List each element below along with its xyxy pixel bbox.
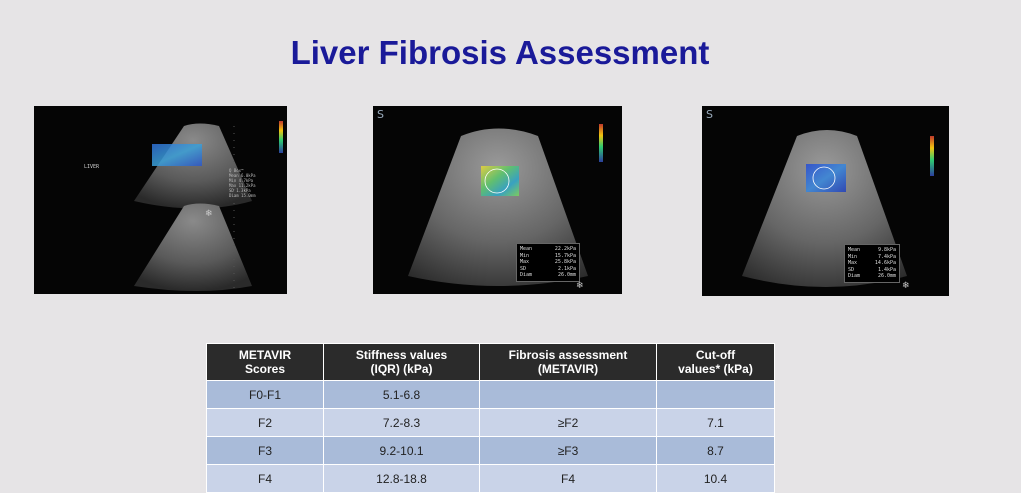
ultrasound-image-left: LIVER Q Box™ Mean 6.0kPa Min 4.7kPa Max … — [34, 106, 287, 294]
page-title: Liver Fibrosis Assessment — [290, 34, 710, 71]
measurement-row: Diam 26.0mm — [848, 273, 896, 280]
measurement-row: Mean 9.8kPa — [848, 247, 896, 254]
measurement-row: Max 25.8kPa — [520, 259, 576, 266]
organ-label: LIVER — [84, 164, 100, 170]
measurement-value: 1.4kPa — [877, 266, 896, 273]
qbox-line: Max 11.2kPa — [229, 183, 256, 188]
measurement-value: 14.6kPa — [874, 260, 896, 266]
measurement-row: Max 14.6kPa — [848, 260, 896, 267]
header-line: Stiffness values — [355, 348, 448, 362]
freeze-icon: ❄ — [576, 281, 584, 291]
measurement-label: Max — [848, 260, 858, 266]
header-stiffness-values: Stiffness values (IQR) (kPa) — [323, 343, 480, 381]
measurement-label: Min — [520, 252, 530, 259]
table-cell: 7.1 — [656, 408, 775, 437]
qbox-line: Q Box™ — [229, 168, 244, 173]
measurement-value: 26.0mm — [877, 273, 896, 279]
measurement-row: Diam 26.0mm — [520, 272, 576, 279]
ultrasound-scan-graphic — [134, 121, 283, 291]
measurement-value: 2.1kPa — [557, 265, 576, 272]
table-cell: 10.4 — [656, 464, 775, 493]
header-line: Scores — [244, 362, 286, 376]
table-cell — [479, 380, 657, 409]
table-cell: ≥F3 — [479, 436, 657, 465]
table-cell: F3 — [206, 436, 324, 465]
measurement-value: 15.7kPa — [554, 252, 576, 259]
logo-icon: S — [706, 108, 713, 121]
table-cell: 12.8-18.8 — [323, 464, 480, 493]
table-cell: F0-F1 — [206, 380, 324, 409]
table-header-row: METAVIR Scores Stiffness values (IQR) (kPa… — [206, 343, 775, 381]
header-cutoff-values: Cut-off values* (kPa) — [656, 343, 775, 381]
table-cell: F4 — [206, 464, 324, 493]
qbox-line: Diam 15.0mm — [229, 193, 256, 198]
measurement-row: SD 2.1kPa — [520, 266, 576, 273]
measurement-row: Min 15.7kPa — [520, 253, 576, 260]
measurement-label: Min — [848, 253, 858, 260]
table-cell: 7.2-8.3 — [323, 408, 480, 437]
ultrasound-image-right: S Mean 9.8kPa Min 7.4kPa Max 14.6kPa SD 1.4k… — [702, 106, 949, 296]
ultrasound-image-middle: S Mean 22.2kPa Min 15.7kPa Max 25.8kPa SD 2.… — [373, 106, 622, 294]
table-cell: F2 — [206, 408, 324, 437]
measurement-box: Mean 9.8kPa Min 7.4kPa Max 14.6kPa SD 1.4kPa… — [844, 244, 900, 283]
measurement-box: Mean 22.2kPa Min 15.7kPa Max 25.8kPa SD 2.1k… — [516, 243, 580, 282]
measurement-label: Diam — [520, 272, 533, 278]
measurement-value: 25.8kPa — [554, 259, 576, 265]
qbox-line: SD 1.3kPa — [229, 188, 251, 193]
qbox-readout: Q Box™ Mean 6.0kPa Min 4.7kPa Max 11.2kP… — [229, 168, 256, 198]
table-row: F3 9.2-10.1 ≥F3 8.7 — [206, 436, 775, 465]
header-line: (METAVIR) — [537, 362, 599, 376]
table-cell — [656, 380, 775, 409]
header-metavir-scores: METAVIR Scores — [206, 343, 324, 381]
table-cell: 9.2-10.1 — [323, 436, 480, 465]
header-line: values* (kPa) — [678, 362, 753, 376]
freeze-icon: ❄ — [205, 209, 213, 219]
measurement-row: SD 1.4kPa — [848, 267, 896, 274]
logo-icon: S — [377, 108, 384, 121]
measurement-value: 7.4kPa — [877, 253, 896, 260]
measurement-label: Max — [520, 259, 530, 265]
qbox-line: Mean 6.0kPa — [229, 173, 256, 178]
measurement-value: 26.0mm — [557, 272, 576, 278]
header-fibrosis-assessment: Fibrosis assessment (METAVIR) — [479, 343, 657, 381]
ultrasound-scan-graphic — [742, 130, 934, 287]
measurement-label: SD — [520, 265, 527, 272]
measurement-label: SD — [848, 266, 855, 273]
measurement-label: Diam — [848, 273, 861, 279]
measurement-value: 9.8kPa — [877, 247, 896, 253]
table-cell: F4 — [479, 464, 657, 493]
metavir-table: METAVIR Scores Stiffness values (IQR) (kPa… — [206, 343, 775, 493]
table-cell: 8.7 — [656, 436, 775, 465]
table-row: F2 7.2-8.3 ≥F2 7.1 — [206, 408, 775, 437]
measurement-label: Mean — [520, 246, 533, 252]
qbox-line: Min 4.7kPa — [229, 178, 254, 183]
measurement-row: Min 7.4kPa — [848, 254, 896, 261]
header-line: Fibrosis assessment — [508, 348, 628, 362]
header-line: Cut-off — [695, 348, 736, 362]
header-line: METAVIR — [238, 348, 292, 362]
ultrasound-scan-graphic — [408, 124, 603, 286]
measurement-value: 22.2kPa — [554, 246, 576, 252]
measurement-label: Mean — [848, 247, 861, 253]
table-row: F4 12.8-18.8 F4 10.4 — [206, 464, 775, 493]
measurement-row: Mean 22.2kPa — [520, 246, 576, 253]
table-cell: ≥F2 — [479, 408, 657, 437]
header-line: (IQR) (kPa) — [370, 362, 433, 376]
table-cell: 5.1-6.8 — [323, 380, 480, 409]
freeze-icon: ❄ — [902, 281, 910, 291]
table-row: F0-F1 5.1-6.8 — [206, 380, 775, 409]
